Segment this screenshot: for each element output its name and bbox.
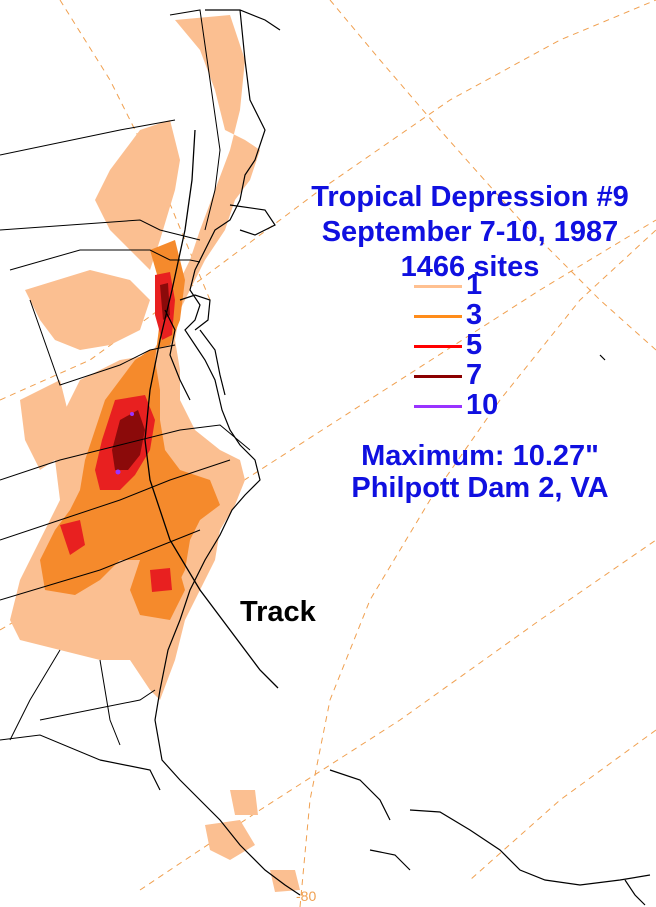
map-date-range: September 7-10, 1987	[321, 216, 619, 248]
track-label: Track	[240, 596, 316, 628]
maximum-block: Maximum: 10.27" Philpott Dam 2, VA	[300, 440, 656, 504]
map-site-count: 1466 sites	[400, 251, 540, 283]
maximum-location: Philpott Dam 2, VA	[351, 472, 609, 504]
legend-value: 1	[466, 269, 483, 301]
legend-item: 7	[410, 360, 520, 390]
legend-value: 5	[466, 329, 483, 361]
legend-item: 1	[410, 270, 520, 300]
legend-value: 7	[466, 359, 483, 391]
maximum-value: Maximum: 10.27"	[361, 440, 599, 472]
legend-swatch	[414, 405, 462, 408]
map-title-block: Tropical Depression #9 September 7-10, 1…	[262, 180, 656, 285]
rainfall-legend: 1 3 5 7 10	[410, 270, 520, 420]
legend-swatch	[414, 375, 462, 378]
longitude-label: -80	[296, 888, 317, 904]
legend-item: 5	[410, 330, 520, 360]
storm-track-line	[144, 129, 279, 689]
legend-swatch	[414, 315, 462, 318]
map-title: Tropical Depression #9	[311, 181, 629, 213]
legend-swatch	[414, 285, 462, 288]
legend-value: 10	[466, 389, 499, 421]
legend-item: 10	[410, 390, 520, 420]
legend-value: 3	[466, 299, 483, 331]
rainfall-shading	[10, 15, 300, 892]
rain-10-inch-point	[115, 469, 121, 475]
legend-item: 3	[410, 300, 520, 330]
legend-swatch	[414, 345, 462, 348]
